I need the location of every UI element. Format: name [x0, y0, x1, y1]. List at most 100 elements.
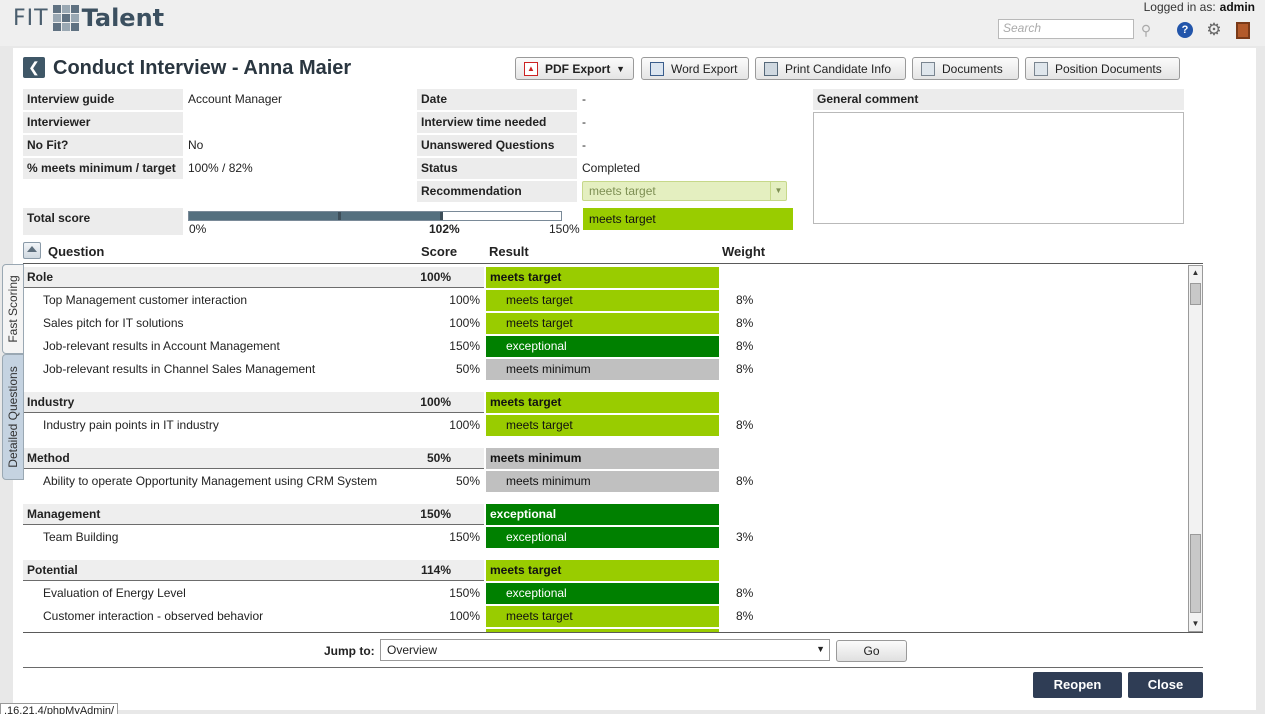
tab-detailed-questions[interactable]: Detailed Questions — [2, 354, 24, 480]
reopen-button[interactable]: Reopen — [1033, 672, 1122, 698]
category-row[interactable]: Potential 114% meets target — [23, 559, 1186, 582]
question-weight: 8% — [736, 316, 754, 330]
question-weight: 8% — [736, 474, 754, 488]
recommendation-select[interactable]: meets target ▼ — [582, 181, 787, 201]
position-documents-button[interactable]: Position Documents — [1025, 57, 1180, 80]
question-result: meets target — [486, 606, 719, 627]
jump-to-label: Jump to: — [324, 644, 375, 658]
logo-fit-text: FIT — [13, 5, 49, 31]
go-button[interactable]: Go — [836, 640, 907, 662]
collapse-up-icon[interactable] — [23, 242, 41, 259]
category-result: meets target — [486, 560, 719, 581]
gear-icon[interactable]: ⚙ — [1206, 20, 1222, 39]
logo-talent-text: Talent — [81, 4, 165, 32]
chevron-down-icon: ▼ — [770, 182, 786, 200]
question-score: 100% — [449, 418, 480, 432]
category-row[interactable]: Role 100% meets target — [23, 266, 1186, 289]
question-score: 100% — [449, 293, 480, 307]
close-button[interactable]: Close — [1128, 672, 1203, 698]
interview-guide-value: Account Manager — [188, 92, 283, 106]
question-result: meets minimum — [486, 359, 719, 380]
question-row[interactable]: Customer interaction - observed behavior… — [23, 605, 1186, 628]
question-text: Job-relevant results in Account Manageme… — [43, 339, 280, 353]
search-icon[interactable]: ⚲ — [1140, 22, 1152, 38]
category-row-background — [23, 560, 484, 581]
question-result: exceptional — [486, 583, 719, 604]
question-score: 100% — [449, 316, 480, 330]
document-icon — [921, 61, 935, 76]
printer-icon — [764, 61, 778, 76]
logout-door-icon[interactable] — [1236, 22, 1250, 39]
jump-to-select[interactable]: Overview ▼ — [380, 639, 830, 661]
list-divider — [23, 632, 1203, 633]
word-icon — [650, 61, 664, 76]
category-score: 50% — [426, 451, 451, 465]
documents-button[interactable]: Documents — [912, 57, 1019, 80]
no-fit-label: No Fit? — [23, 135, 183, 156]
pdf-export-button[interactable]: ▲ PDF Export ▼ — [515, 57, 634, 80]
category-row-background — [23, 448, 484, 469]
question-result: meets minimum — [486, 471, 719, 492]
header-divider — [23, 263, 1203, 264]
question-row[interactable]: Top Management customer interaction 100% m… — [23, 289, 1186, 312]
scrollbar-thumb[interactable] — [1190, 534, 1201, 613]
question-text: Customer interaction - observed behavior — [43, 609, 264, 623]
question-row[interactable]: Ability to operate Opportunity Managemen… — [23, 470, 1186, 493]
scroll-up-icon[interactable]: ▲ — [1191, 268, 1200, 277]
category-result: meets target — [486, 267, 719, 288]
print-candidate-info-label: Print Candidate Info — [785, 61, 892, 76]
total-score-max-tick: 150% — [549, 222, 580, 236]
help-icon[interactable]: ? — [1177, 22, 1193, 38]
footer-divider — [23, 667, 1203, 668]
category-row[interactable]: Management 150% exceptional — [23, 503, 1186, 526]
tab-detailed-questions-label: Detailed Questions — [6, 366, 20, 468]
question-row[interactable]: Team Building 150% exceptional 3% — [23, 526, 1186, 549]
question-row[interactable]: Evaluation of Energy Level 150% exceptiona… — [23, 582, 1186, 605]
question-text: Sales pitch for IT solutions — [43, 316, 184, 330]
print-candidate-info-button[interactable]: Print Candidate Info — [755, 57, 906, 80]
category-row[interactable]: Method 50% meets minimum — [23, 447, 1186, 470]
question-weight: 8% — [736, 609, 754, 623]
question-row[interactable]: Job-relevant results in Account Manageme… — [23, 335, 1186, 358]
general-comment-label: General comment — [813, 89, 1184, 110]
search-input[interactable]: Search — [998, 19, 1134, 39]
question-result: meets target — [486, 313, 719, 334]
position-documents-label: Position Documents — [1055, 61, 1162, 76]
column-header-weight[interactable]: Weight — [722, 244, 766, 259]
question-weight: 8% — [736, 418, 754, 432]
question-row[interactable]: Sales pitch for IT solutions 100% meets ta… — [23, 312, 1186, 335]
question-row[interactable]: Job-relevant results in Channel Sales Ma… — [23, 358, 1186, 381]
chevron-down-icon: ▼ — [616, 63, 625, 74]
time-needed-value: - — [582, 115, 586, 129]
question-row[interactable] — [23, 628, 1186, 632]
chevron-down-icon: ▼ — [816, 644, 825, 654]
logo-grid-icon — [52, 5, 79, 31]
scrollbar-thumb-top[interactable] — [1190, 283, 1201, 305]
question-text: Industry pain points in IT industry — [43, 418, 219, 432]
general-comment-field[interactable] — [813, 112, 1184, 224]
question-row[interactable]: Industry pain points in IT industry 100% m… — [23, 414, 1186, 437]
column-header-score[interactable]: Score — [421, 244, 458, 259]
back-arrow-icon[interactable]: ❮ — [23, 57, 45, 78]
column-header-result[interactable]: Result — [489, 244, 529, 259]
total-score-label: Total score — [23, 208, 183, 235]
total-score-bar — [188, 211, 562, 221]
fit-talent-logo: FIT Talent — [13, 2, 164, 34]
question-list-scrollbar[interactable]: ▲ ▼ — [1188, 265, 1203, 632]
time-needed-label: Interview time needed — [417, 112, 577, 133]
pdf-export-label: PDF Export — [545, 61, 611, 76]
jump-to-value: Overview — [387, 643, 438, 657]
logged-in-label: Logged in as: — [1143, 0, 1216, 14]
column-header-question[interactable]: Question — [48, 244, 105, 259]
total-score-target-marker — [337, 212, 341, 220]
meets-minimum-target-label: % meets minimum / target — [23, 158, 183, 179]
tab-fast-scoring[interactable]: Fast Scoring — [2, 264, 24, 354]
browser-status-bar: .16.21.4/phpMyAdmin/ — [0, 703, 119, 714]
word-export-button[interactable]: Word Export — [641, 57, 749, 80]
category-score: 114% — [420, 563, 451, 577]
scroll-down-icon[interactable]: ▼ — [1191, 619, 1200, 628]
unanswered-questions-label: Unanswered Questions — [417, 135, 577, 156]
total-score-min-tick: 0% — [189, 222, 207, 236]
category-row[interactable]: Industry 100% meets target — [23, 391, 1186, 414]
question-text: Team Building — [43, 530, 119, 544]
